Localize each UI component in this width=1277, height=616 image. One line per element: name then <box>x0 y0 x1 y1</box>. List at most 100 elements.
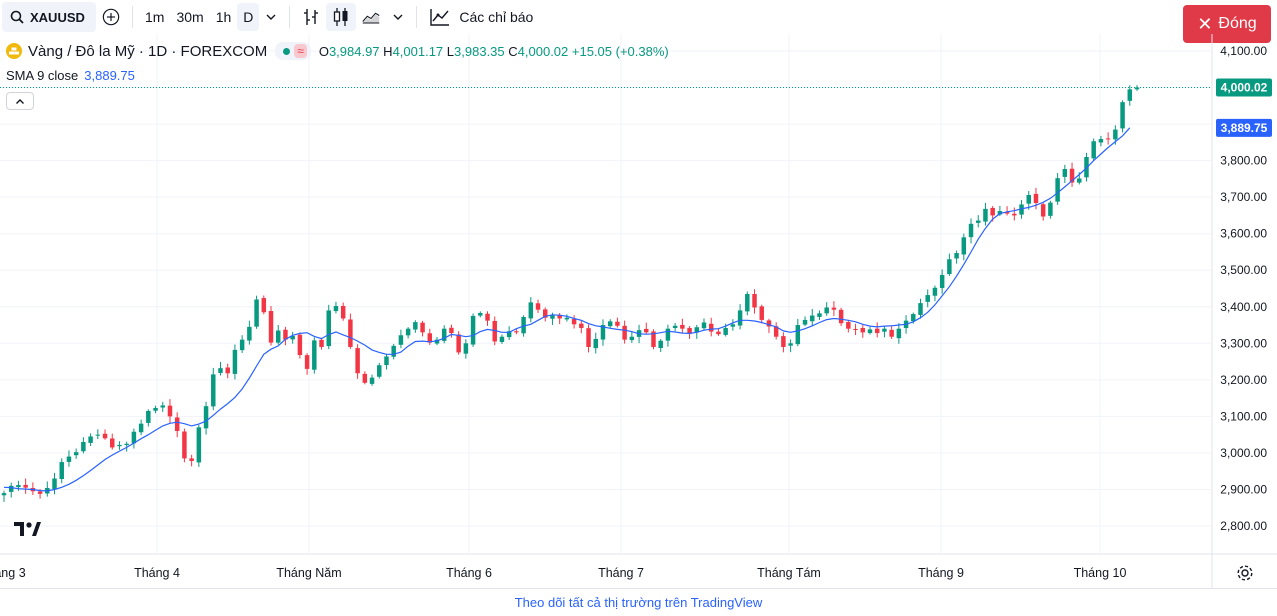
x-tick-label: Tháng Tám <box>757 566 821 580</box>
candle-body <box>997 211 1003 215</box>
candle-body <box>95 434 101 436</box>
candle-body <box>1004 211 1010 214</box>
candle-body <box>810 315 815 322</box>
sma-legend[interactable]: SMA 9 close 3,889.75 <box>6 68 135 83</box>
candle-body <box>362 373 368 383</box>
candle-body <box>225 367 230 374</box>
candle-body <box>456 334 461 353</box>
change-value: +15.05 (+0.38%) <box>571 43 669 59</box>
candle-body <box>564 317 570 320</box>
candle-body <box>939 274 945 288</box>
candle-body <box>196 427 202 463</box>
candle-body <box>441 328 447 341</box>
interval-1m[interactable]: 1m <box>145 9 165 25</box>
candle-body <box>66 456 72 462</box>
ohlc-values: O3,984.97 H4,001.17 L3,983.35 C4,000.02 … <box>319 44 669 59</box>
symbol-search-button[interactable]: XAUUSD <box>2 2 96 32</box>
candle-body <box>434 339 440 344</box>
interval-d[interactable]: D <box>237 3 260 31</box>
candle-body <box>131 431 137 444</box>
y-tick-label: 3,600.00 <box>1220 227 1267 241</box>
candle-body <box>932 287 938 296</box>
candle-body <box>189 458 194 461</box>
candles-chart-button[interactable] <box>326 3 357 31</box>
close-key: C <box>508 43 518 59</box>
sma-label: SMA 9 close <box>6 68 79 83</box>
candle-body <box>947 259 952 275</box>
candle-body <box>557 314 562 319</box>
candle-body <box>110 438 115 448</box>
candle-body <box>369 377 375 384</box>
candle-body <box>918 303 923 315</box>
indicators-button[interactable]: Các chỉ báo <box>423 3 539 31</box>
toolbar-divider <box>132 6 133 28</box>
interval-1h[interactable]: 1h <box>215 9 232 25</box>
collapse-legend-button[interactable] <box>6 92 34 110</box>
delayed-data-icon: ≈ <box>294 44 307 58</box>
candle-body <box>420 322 425 333</box>
candle-body <box>846 321 851 329</box>
candle-body <box>593 338 598 349</box>
settings-gear-icon[interactable] <box>1236 564 1254 582</box>
candle-body <box>1026 194 1031 204</box>
candle-body <box>911 314 916 322</box>
y-tick-label: 4,100.00 <box>1220 44 1267 58</box>
candle-body <box>23 484 28 488</box>
candle-body <box>117 444 122 447</box>
candle-body <box>203 406 209 429</box>
candle-body <box>268 311 274 343</box>
candle-body <box>882 328 887 332</box>
footer-link[interactable]: Theo dõi tất cả thị trường trên TradingV… <box>514 595 763 610</box>
market-status-pill[interactable]: ≈ <box>275 42 311 60</box>
candle-body <box>990 207 995 216</box>
candle-body <box>975 220 981 223</box>
ohlc-bars-icon <box>304 9 319 25</box>
interval-dropdown[interactable] <box>259 3 283 31</box>
candle-body <box>1019 204 1024 215</box>
interval-30m[interactable]: 30m <box>176 9 204 25</box>
y-tick-label: 3,000.00 <box>1220 446 1267 460</box>
candle-body <box>160 405 166 408</box>
candle-body <box>290 336 295 340</box>
candle-body <box>326 310 331 347</box>
candle-body <box>535 303 541 310</box>
candle-body <box>88 436 93 443</box>
candle-body <box>275 330 281 343</box>
candle-body <box>333 306 339 312</box>
candle-body <box>167 405 173 417</box>
compare-add-button[interactable] <box>96 3 126 31</box>
gold-symbol-icon <box>6 43 22 59</box>
candle-body <box>925 295 930 302</box>
toolbar-divider <box>289 6 291 28</box>
area-chart-button[interactable] <box>356 3 386 31</box>
indicators-label: Các chỉ báo <box>459 9 534 25</box>
candle-body <box>304 355 310 369</box>
candle-body <box>1062 169 1068 177</box>
last-price-label: 4,000.02 <box>1221 81 1268 95</box>
close-button[interactable]: ✕ Đóng <box>1183 5 1271 43</box>
high-value: 4,001.17 <box>392 43 444 59</box>
price-chart[interactable]: 2,800.00 2,900.00 3,000.00 3,100.00 3,200.00… <box>0 34 1277 588</box>
tradingview-logo[interactable] <box>10 514 44 542</box>
candle-body <box>983 208 988 222</box>
x-tick-label: Tháng Năm <box>276 566 341 580</box>
candle-body <box>218 368 223 373</box>
bars-chart-button[interactable] <box>296 3 326 31</box>
candle-body <box>543 309 548 318</box>
candle-body <box>1098 139 1104 143</box>
candle-body <box>716 331 721 335</box>
candle-body <box>1069 168 1075 183</box>
chart-type-dropdown[interactable] <box>386 3 410 31</box>
candle-body <box>138 423 144 433</box>
candle-body <box>651 331 656 347</box>
candle-body <box>174 417 180 431</box>
candle-body <box>506 331 512 338</box>
y-tick-label: 3,300.00 <box>1220 336 1267 350</box>
series-title[interactable]: Vàng / Đô la Mỹ · 1D · FOREXCOM <box>28 42 268 60</box>
candle-body <box>788 343 793 346</box>
candle-body <box>211 374 216 407</box>
symbol-name: XAUUSD <box>30 9 85 25</box>
candle-body <box>463 343 469 354</box>
candle-body <box>759 306 764 320</box>
candle-body <box>384 356 389 366</box>
